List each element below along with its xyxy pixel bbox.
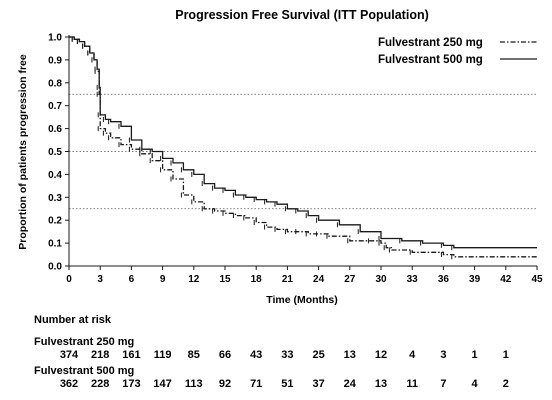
risk-count-500mg-11: 11 <box>406 378 418 390</box>
x-axis-label: Time (Months) <box>266 294 338 306</box>
number-at-risk-heading: Number at risk <box>34 314 112 326</box>
risk-count-250mg-11: 4 <box>409 349 416 361</box>
risk-count-250mg-8: 25 <box>312 349 324 361</box>
x-tick-label-13: 39 <box>469 274 481 285</box>
x-tick-label-0: 0 <box>66 274 72 285</box>
x-tick-label-11: 33 <box>407 274 419 285</box>
x-tick-label-5: 15 <box>219 274 231 285</box>
y-tick-label-7: 0.7 <box>48 101 62 112</box>
risk-count-500mg-3: 147 <box>153 378 171 390</box>
y-tick-label-8: 0.8 <box>48 78 62 89</box>
risk-count-500mg-6: 71 <box>250 378 262 390</box>
risk-count-250mg-4: 85 <box>188 349 200 361</box>
legend: Fulvestrant 250 mg Fulvestrant 500 mg <box>378 37 537 66</box>
x-tick-label-10: 30 <box>375 274 387 285</box>
y-axis-label: Proportion of patients progression free <box>17 54 29 250</box>
risk-count-250mg-1: 218 <box>91 349 109 361</box>
x-tick-label-3: 9 <box>160 274 166 285</box>
risk-count-250mg-10: 12 <box>375 349 387 361</box>
risk-count-250mg-0: 374 <box>60 349 79 361</box>
y-tick-label-6: 0.6 <box>48 124 62 135</box>
y-tick-label-1: 0.1 <box>48 239 62 250</box>
risk-count-250mg-6: 43 <box>250 349 262 361</box>
legend-label-500mg: Fulvestrant 500 mg <box>378 54 483 66</box>
y-tick-label-4: 0.4 <box>48 170 62 181</box>
y-tick-label-0: 0.0 <box>48 262 62 273</box>
survival-curves <box>69 36 537 260</box>
y-tick-label-10: 1.0 <box>48 33 62 44</box>
risk-count-500mg-4: 113 <box>185 378 203 390</box>
risk-group-label-250mg: Fulvestrant 250 mg <box>34 336 134 348</box>
y-axis-ticks: 0.0 0.1 0.2 0.3 0.4 0.5 0.6 0.7 0.8 0.9 1.0 <box>48 33 69 273</box>
x-tick-label-14: 42 <box>500 274 512 285</box>
risk-count-500mg-1: 228 <box>91 378 109 390</box>
y-tick-label-9: 0.9 <box>48 55 62 66</box>
risk-count-500mg-8: 37 <box>312 378 324 390</box>
chart-title: Progression Free Survival (ITT Populatio… <box>175 8 429 22</box>
risk-count-250mg-13: 1 <box>472 349 478 361</box>
x-tick-label-4: 12 <box>188 274 200 285</box>
risk-group-label-500mg: Fulvestrant 500 mg <box>34 365 134 377</box>
number-at-risk-table: Number at risk Fulvestrant 250 mg Fulves… <box>34 314 509 390</box>
x-tick-label-12: 36 <box>438 274 450 285</box>
km-curve-500mg <box>69 36 537 249</box>
risk-count-250mg-7: 33 <box>281 349 293 361</box>
x-tick-label-7: 21 <box>282 274 294 285</box>
x-axis-ticks: 0 3 6 9 12 15 18 21 24 27 30 33 36 39 42 45 <box>66 266 543 285</box>
risk-row-250mg: 374 218 161 119 85 66 43 33 25 13 12 4 3 1 1 <box>60 349 509 361</box>
km-curve-250mg <box>69 36 537 258</box>
x-tick-label-9: 27 <box>344 274 356 285</box>
risk-count-250mg-3: 119 <box>154 349 172 361</box>
y-tick-label-5: 0.5 <box>48 147 62 158</box>
x-tick-label-8: 24 <box>313 274 325 285</box>
risk-count-500mg-13: 4 <box>472 378 479 390</box>
risk-count-250mg-12: 3 <box>440 349 446 361</box>
axes <box>68 35 537 267</box>
reference-lines <box>69 93 537 210</box>
legend-label-250mg: Fulvestrant 250 mg <box>378 37 483 49</box>
x-tick-label-15: 45 <box>531 274 543 285</box>
x-tick-label-1: 3 <box>97 274 103 285</box>
risk-count-250mg-2: 161 <box>122 349 140 361</box>
x-tick-label-2: 6 <box>129 274 135 285</box>
risk-count-500mg-12: 7 <box>440 378 446 390</box>
risk-count-500mg-5: 92 <box>219 378 231 390</box>
risk-count-500mg-0: 362 <box>60 378 78 390</box>
risk-count-250mg-14: 1 <box>503 349 509 361</box>
risk-count-500mg-9: 24 <box>344 378 357 390</box>
risk-count-250mg-9: 13 <box>344 349 356 361</box>
risk-count-500mg-14: 2 <box>503 378 509 390</box>
y-tick-label-3: 0.3 <box>48 193 62 204</box>
risk-row-500mg: 362 228 173 147 113 92 71 51 37 24 13 11 7 4 2 <box>60 378 509 390</box>
risk-count-500mg-10: 13 <box>375 378 387 390</box>
risk-count-500mg-7: 51 <box>281 378 293 390</box>
risk-count-500mg-2: 173 <box>122 378 140 390</box>
risk-count-250mg-5: 66 <box>219 349 231 361</box>
x-tick-label-6: 18 <box>251 274 263 285</box>
y-tick-label-2: 0.2 <box>48 216 62 227</box>
